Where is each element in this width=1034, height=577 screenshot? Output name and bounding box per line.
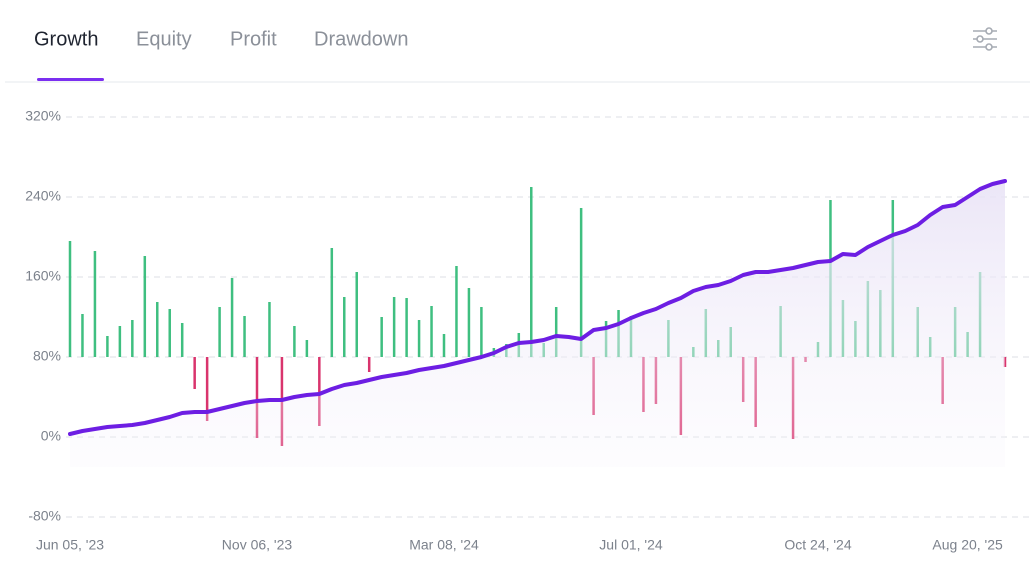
bar <box>255 357 259 438</box>
x-tick-label: Oct 24, '24 <box>784 537 851 553</box>
bar <box>318 357 321 426</box>
bar <box>243 316 246 357</box>
bar <box>367 357 371 372</box>
bar <box>93 251 97 357</box>
bar <box>193 357 196 389</box>
bar <box>293 326 296 357</box>
line <box>68 179 1007 436</box>
bar <box>554 307 558 357</box>
tab[interactable]: Growth <box>34 28 98 50</box>
bar <box>480 307 483 357</box>
y-tick-label: 0% <box>41 428 61 444</box>
bar <box>81 314 84 357</box>
x-tick-label: Jul 01, '24 <box>599 537 663 553</box>
bar <box>343 297 346 357</box>
x-tick-label: Aug 20, '25 <box>932 537 1003 553</box>
line-area <box>70 181 1005 467</box>
bar <box>168 309 171 357</box>
bar <box>305 340 309 357</box>
bar <box>118 326 122 357</box>
bar <box>106 336 109 357</box>
bar <box>131 320 134 357</box>
active-tab-underline <box>37 78 104 81</box>
tab[interactable]: Equity <box>136 28 192 50</box>
bar <box>442 334 446 357</box>
x-tick-label: Mar 08, '24 <box>409 537 479 553</box>
plot-area: -80% 0% 80% 160% 240% 320% Jun 05, '23 Nov 06, … <box>25 108 1030 553</box>
bar <box>467 288 471 357</box>
x-tick-label: Jun 05, '23 <box>36 537 104 553</box>
y-tick-label: 320% <box>25 108 61 124</box>
bar <box>392 297 396 357</box>
filter-icon[interactable] <box>973 27 997 51</box>
bar <box>405 298 408 357</box>
bar <box>68 241 72 357</box>
bar <box>530 187 533 357</box>
bar <box>180 323 184 357</box>
bar <box>218 307 221 357</box>
bar <box>430 306 433 357</box>
y-tick-label: 160% <box>25 268 61 284</box>
y-tick-label: -80% <box>28 508 61 524</box>
bar <box>143 256 147 357</box>
tab[interactable]: Drawdown <box>314 28 408 50</box>
x-tick-label: Nov 06, '23 <box>222 537 293 553</box>
bar <box>268 302 271 357</box>
bar <box>230 278 234 357</box>
bar <box>579 208 583 357</box>
bar <box>380 317 383 357</box>
bar <box>355 272 358 357</box>
bar <box>205 357 209 421</box>
bar <box>156 302 159 357</box>
bar <box>455 266 458 357</box>
bar <box>330 248 334 357</box>
tab-bar: Growth Equity Profit Drawdown <box>34 28 408 50</box>
y-tick-label: 80% <box>33 348 61 364</box>
bar <box>417 320 421 357</box>
y-tick-label: 240% <box>25 188 61 204</box>
tab[interactable]: Profit <box>230 28 277 50</box>
